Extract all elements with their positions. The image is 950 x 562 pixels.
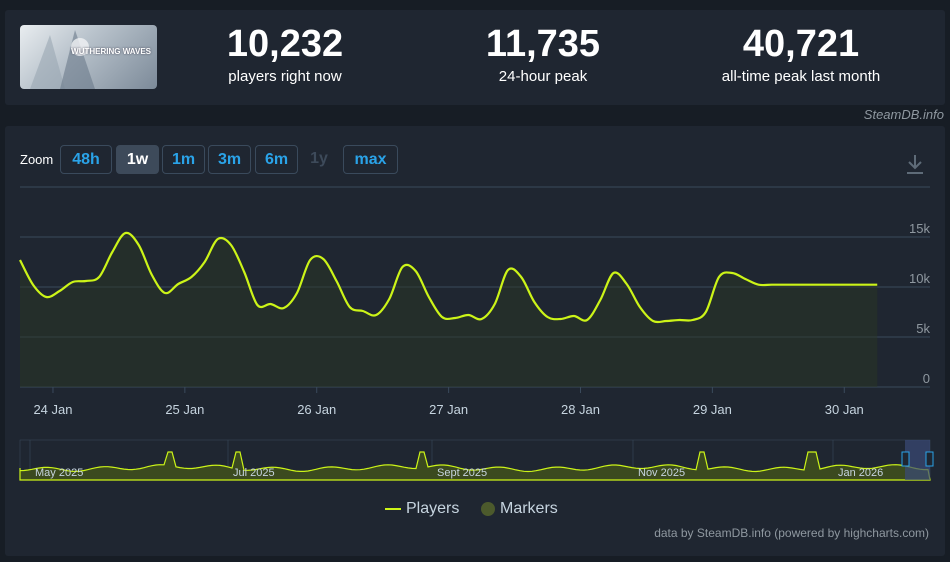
stat-current-value: 10,232 [226, 23, 344, 65]
zoom-6m-button[interactable]: 6m [255, 145, 298, 174]
chart-series-layer [19, 231, 878, 324]
legend-line-swatch [385, 507, 401, 510]
x-tick-label: 25 Jan [165, 402, 204, 417]
navigator-labels: May 2025 Jul 2025 Sept 2025 Nov 2025 Jan 202… [35, 467, 883, 479]
chart-credit[interactable]: data by SteamDB.info (powered by highcha… [654, 526, 929, 540]
x-tick-label: 30 Jan [825, 402, 864, 417]
player-count-chart[interactable]: 0 5k 10k 15k 24 Jan 25 Jan 26 Jan 27 Jan 28 Jan… [5, 181, 945, 471]
zoom-1w-button[interactable]: 1w [116, 145, 159, 174]
legend-players[interactable]: Players [385, 500, 459, 518]
x-tick-label: 26 Jan [297, 402, 336, 417]
y-axis-labels: 0 5k 10k 15k [909, 221, 930, 386]
legend-players-label: Players [406, 500, 460, 517]
x-axis-labels: 24 Jan 25 Jan 26 Jan 27 Jan 28 Jan 29 Jan 30 J… [33, 387, 864, 417]
x-tick-label: 27 Jan [429, 402, 468, 417]
stat-24h-label: 24-hour peak [498, 68, 588, 85]
game-art [30, 30, 95, 89]
download-icon[interactable] [903, 152, 927, 176]
chart-navigator[interactable]: May 2025 Jul 2025 Sept 2025 Nov 2025 Jan 202… [5, 438, 945, 483]
navigator-label: Sept 2025 [437, 467, 487, 479]
game-thumbnail[interactable]: WUTHERING WAVES [20, 25, 157, 89]
steamdb-credit-link[interactable]: SteamDB.info [863, 107, 944, 122]
navigator-right-handle[interactable] [925, 451, 934, 467]
chart-area-fill [20, 232, 878, 387]
chart-panel: Zoom 48h 1w 1m 3m 6m 1y max 0 5k 10k 15k 24… [5, 126, 945, 556]
x-tick-label: 24 Jan [33, 402, 72, 417]
y-tick-label: 5k [916, 321, 930, 336]
stat-current-label: players right now [228, 68, 342, 85]
zoom-3m-button[interactable]: 3m [208, 145, 251, 174]
x-tick-label: 28 Jan [561, 402, 600, 417]
y-tick-label: 0 [923, 371, 930, 386]
zoom-1y-button: 1y [310, 150, 328, 167]
navigator-label: Nov 2025 [638, 467, 685, 479]
y-tick-label: 10k [909, 271, 930, 286]
stat-24h-peak: 11,735 24-hour peak [433, 22, 653, 85]
players-area [20, 232, 878, 387]
legend-markers-label: Markers [500, 500, 558, 517]
players-series-line[interactable] [19, 231, 878, 324]
navigator-left-handle[interactable] [901, 451, 910, 467]
stat-alltime-label: all-time peak last month [721, 68, 881, 85]
zoom-label: Zoom [20, 152, 54, 167]
legend-markers[interactable]: Markers [481, 500, 558, 518]
navigator-label: Jan 2026 [838, 467, 883, 479]
navigator-label: Jul 2025 [233, 467, 275, 479]
stat-alltime-value: 40,721 [742, 23, 860, 65]
zoom-48h-button[interactable]: 48h [60, 145, 112, 174]
stat-current: 10,232 players right now [175, 22, 395, 85]
stat-alltime-peak: 40,721 all-time peak last month [691, 22, 911, 85]
stats-bar: WUTHERING WAVES 10,232 players right now… [5, 10, 945, 105]
x-tick-label: 29 Jan [693, 402, 732, 417]
legend-marker-swatch [481, 501, 495, 516]
zoom-1m-button[interactable]: 1m [162, 145, 205, 174]
navigator-series-line [19, 451, 931, 481]
stat-24h-value: 11,735 [485, 23, 601, 65]
game-logo: WUTHERING WAVES [71, 47, 151, 56]
navigator-label: May 2025 [35, 467, 83, 479]
y-tick-label: 15k [909, 221, 930, 236]
zoom-max-button[interactable]: max [343, 145, 398, 174]
